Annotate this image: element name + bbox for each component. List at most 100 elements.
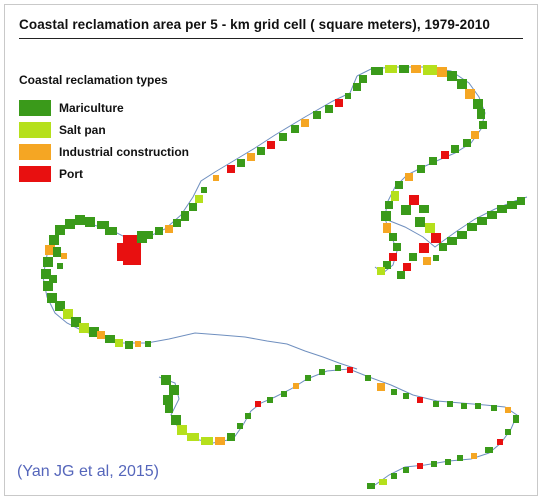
mariculture-cell [513,415,519,423]
industrial-construction-cell [471,453,477,459]
mariculture-cell [245,413,251,419]
mariculture-cell [391,389,397,395]
port-cell [123,235,141,265]
mariculture-cell [463,139,471,147]
mariculture-cell [391,473,397,479]
title-underline [19,38,523,39]
mariculture-cell [447,401,453,407]
port-cell [497,439,503,445]
port-cell [255,401,261,407]
salt-pan-cell [63,309,73,319]
mariculture-cell [429,157,437,165]
salt-pan-cell [115,339,123,347]
mariculture-cell [457,455,463,461]
mariculture-cell [267,397,273,403]
industrial-construction-cell [135,341,141,347]
mariculture-cell [53,247,61,257]
citation: (Yan JG et al, 2015) [17,463,159,480]
mariculture-cell [163,395,173,405]
industrial-construction-cell [97,331,105,339]
mariculture-cell [417,165,425,173]
mariculture-cell [403,393,409,399]
mariculture-cell [447,71,457,81]
mariculture-cell [171,415,181,425]
salt-pan-cell [201,437,213,445]
mariculture-cell [43,257,53,267]
port-cell [417,397,423,403]
port-cell [335,99,343,107]
mariculture-cell [313,111,321,119]
industrial-construction-cell [165,225,173,233]
mariculture-cell [457,231,467,239]
salt-pan-cell [377,267,385,275]
mariculture-cell [161,375,171,385]
mariculture-cell [237,159,245,167]
mariculture-cell [383,261,391,269]
port-cell [117,243,127,261]
mariculture-cell [475,403,481,409]
mariculture-cell [487,211,497,219]
salt-pan-cell [385,65,397,73]
salt-pan-cell [79,323,89,333]
mariculture-cell [137,231,147,243]
mariculture-cell [467,223,477,231]
legend: Coastal reclamation types Mariculture Sa… [19,73,189,185]
mariculture-cell [457,79,467,89]
industrial-construction-cell [45,245,55,255]
industrial-construction-cell [383,223,391,233]
industrial-construction-cell [471,131,479,139]
port-cell [403,263,411,271]
mariculture-cell [169,385,179,395]
salt-pan-cell [187,433,199,441]
mariculture-cell [305,375,311,381]
mariculture-cell [291,125,299,133]
legend-item-industrial-construction: Industrial construction [19,141,189,163]
port-cell [441,151,449,159]
salt-pan-cell [177,425,187,435]
salt-pan-cell [195,195,203,203]
coastal-map [41,65,528,489]
mariculture-cell [393,243,401,251]
legend-label-mariculture: Mariculture [59,101,124,115]
mariculture-cell [57,263,63,269]
mariculture-cell [447,237,457,245]
mariculture-cell [181,211,189,221]
mariculture-cell [367,483,375,489]
mariculture-cell [409,253,417,261]
port-cell [227,165,235,173]
mariculture-cell [155,227,163,235]
mariculture-cell [477,109,485,119]
coastline-segment [158,368,518,486]
mariculture-cell [419,205,429,213]
port-cell [389,253,397,261]
mariculture-cell [189,203,197,211]
mariculture-cell [497,205,507,213]
mariculture-cell [477,217,487,225]
mariculture-cell [403,467,409,473]
mariculture-cell [433,255,439,261]
mariculture-cell [517,197,525,205]
industrial-construction-cell [437,67,447,77]
mariculture-cell [389,233,397,241]
legend-label-port: Port [59,167,83,181]
mariculture-cell [381,211,391,221]
industrial-construction-cell [505,407,511,413]
port-cell [409,195,419,205]
mariculture-cell [365,375,371,381]
mariculture-cell [281,391,287,397]
mariculture-cell [49,235,59,245]
legend-swatch-mariculture [19,100,51,116]
mariculture-cell [473,99,483,109]
mariculture-cell [371,67,383,75]
mariculture-cell [431,461,437,467]
reclamation-cells [41,65,525,489]
mariculture-cell [397,271,405,279]
mariculture-cell [385,201,393,209]
legend-swatch-industrial-construction [19,144,51,160]
mariculture-cell [415,217,425,227]
salt-pan-cell [423,65,437,75]
mariculture-cell [505,429,511,435]
mariculture-cell [55,301,65,311]
industrial-construction-cell [213,175,219,181]
legend-label-industrial-construction: Industrial construction [59,145,190,159]
